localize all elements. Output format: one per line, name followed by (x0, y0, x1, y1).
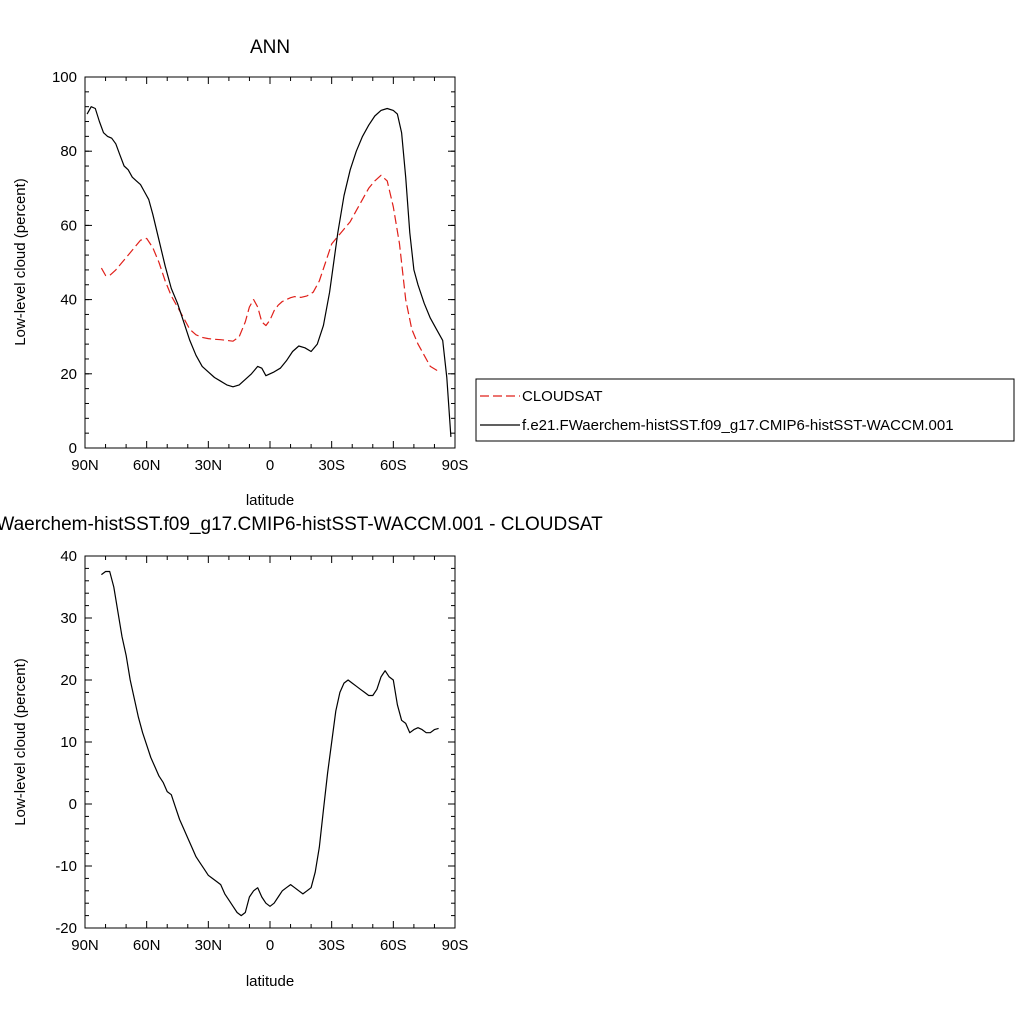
panel1-plot-frame (84, 76, 456, 449)
panel-difference: f.e21.FWaerchem-histSST.f09_g17.CMIP6-hi… (0, 514, 603, 990)
panel1-y-tick-label: 80 (60, 143, 77, 160)
panel1-x-tick-label: 30N (195, 457, 223, 474)
panel1-y-tick-label: 40 (60, 292, 77, 309)
panel2-x-tick-label: 0 (266, 937, 274, 954)
legend-label-cloudsat: CLOUDSAT (522, 388, 603, 405)
panel-ann: ANN 90N 60N 30N 0 30S 60S 90S 0 20 40 60 80 100 lati… (12, 37, 1015, 509)
panel1-x-tick-label: 0 (266, 457, 274, 474)
panel2-y-tick-label: -20 (55, 920, 77, 937)
legend: CLOUDSAT f.e21.FWaerchem-histSST.f09_g17… (475, 378, 1015, 442)
panel1-series-line-0 (100, 174, 439, 373)
panel1-ticks (84, 76, 456, 449)
panel1-y-tick-label: 60 (60, 217, 77, 234)
panel1-x-axis-label: latitude (246, 492, 294, 509)
panel1-series-line-1 (86, 106, 452, 437)
panel1-series (86, 106, 452, 437)
panel2-y-tick-label: 10 (60, 734, 77, 751)
panel1-x-tick-label: 90N (71, 457, 99, 474)
panel1-x-tick-label: 30S (318, 457, 345, 474)
panel2-y-axis-label: Low-level cloud (percent) (12, 658, 29, 826)
panel2-x-tick-label: 30S (318, 937, 345, 954)
panel2-x-axis-label: latitude (246, 973, 294, 990)
panel2-y-tick-label: 20 (60, 672, 77, 689)
panel1-y-tick-label: 100 (52, 69, 77, 86)
panel2-title: f.e21.FWaerchem-histSST.f09_g17.CMIP6-hi… (0, 514, 603, 535)
panel1-x-tick-label: 90S (442, 457, 469, 474)
panel1-y-tick-label: 0 (69, 440, 77, 457)
panel1-title: ANN (250, 37, 290, 58)
panel2-y-tick-label: 30 (60, 610, 77, 627)
panel1-x-tick-label: 60S (380, 457, 407, 474)
panel2-series (101, 570, 439, 917)
panel1-tick-labels: 90N 60N 30N 0 30S 60S 90S 0 20 40 60 80 100 (52, 69, 468, 474)
panel2-x-tick-label: 90N (71, 937, 99, 954)
panel2-tick-labels: 90N 60N 30N 0 30S 60S 90S -20 -10 0 10 20 30 40 (55, 548, 468, 954)
panel1-y-tick-label: 20 (60, 366, 77, 383)
legend-label-model: f.e21.FWaerchem-histSST.f09_g17.CMIP6-hi… (522, 417, 954, 434)
panel2-y-tick-label: -10 (55, 858, 77, 875)
panel2-x-tick-label: 90S (442, 937, 469, 954)
panel2-x-tick-label: 60S (380, 937, 407, 954)
panel2-x-tick-label: 60N (133, 937, 161, 954)
panel2-x-tick-label: 30N (195, 937, 223, 954)
panel2-y-tick-label: 40 (60, 548, 77, 565)
panel1-y-axis-label: Low-level cloud (percent) (12, 178, 29, 346)
panel2-ticks (84, 555, 456, 929)
panel2-plot-frame (84, 555, 456, 929)
panel1-x-tick-label: 60N (133, 457, 161, 474)
panel2-series-line-0 (101, 570, 439, 917)
legend-box (475, 378, 1015, 442)
panel2-y-tick-label: 0 (69, 796, 77, 813)
